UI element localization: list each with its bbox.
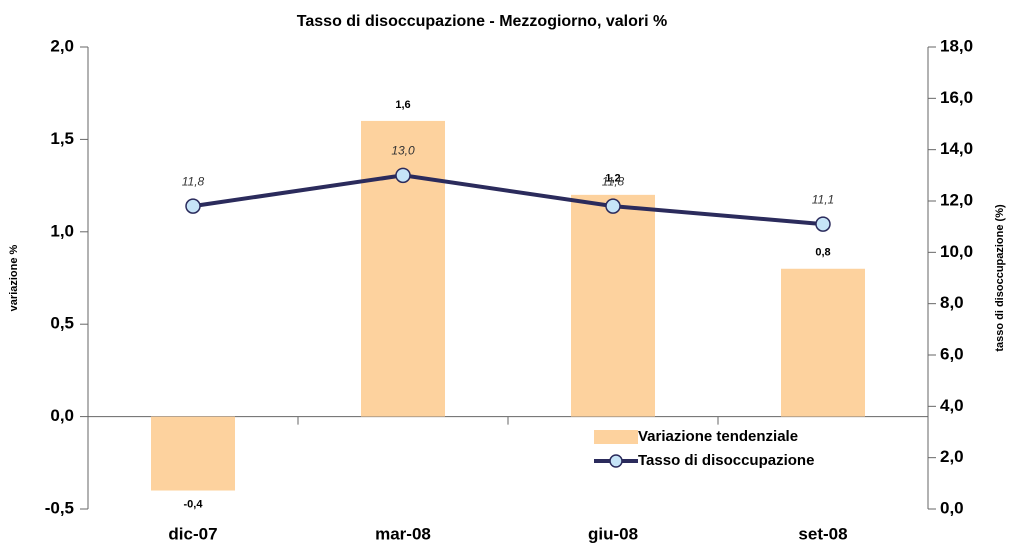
chart-title: Tasso di disoccupazione - Mezzogiorno, v… [297, 13, 667, 30]
y2-tick-label: 2,0 [940, 447, 964, 466]
x-tick-label: mar-08 [375, 524, 431, 543]
y2-tick-label: 18,0 [940, 36, 973, 55]
y-tick-label: 0,0 [50, 406, 74, 425]
bar [151, 416, 235, 491]
line-value-label: 11,1 [812, 192, 834, 206]
legend-marker [609, 454, 623, 468]
bar-value-label: 1,2 [605, 173, 620, 185]
bar-value-label: 1,6 [395, 99, 410, 111]
line-marker [815, 216, 831, 232]
line-marker [185, 198, 201, 214]
y-tick-label: 1,5 [50, 129, 74, 148]
legend-swatch [594, 430, 638, 444]
y2-tick-label: 12,0 [940, 190, 973, 209]
x-tick-label: giu-08 [588, 524, 638, 543]
y2-tick-label: 10,0 [940, 242, 973, 261]
y-tick-label: 0,5 [50, 314, 74, 333]
y2-tick-label: 16,0 [940, 88, 973, 107]
x-tick-label: dic-07 [168, 524, 217, 543]
x-tick-label: set-08 [798, 524, 847, 543]
line [192, 173, 824, 227]
line-marker [395, 167, 411, 184]
bar [571, 194, 655, 417]
bar-value-label: -0,4 [184, 498, 204, 510]
line-marker [605, 198, 621, 214]
y-tick-label: -0,5 [45, 498, 74, 517]
y2-axis-label: tasso di disoccupazione (%) [994, 204, 1006, 352]
y2-tick-label: 14,0 [940, 139, 973, 158]
legend-label: Tasso di disoccupazione [638, 452, 814, 469]
legend-label: Variazione tendenziale [638, 428, 798, 445]
line-value-label: 13,0 [391, 144, 415, 158]
y-axis-label: variazione % [8, 244, 20, 311]
y2-tick-label: 0,0 [940, 498, 964, 517]
y2-tick-label: 6,0 [940, 344, 964, 363]
bar-value-label: 0,8 [815, 247, 830, 259]
line-value-label: 11,8 [182, 174, 205, 188]
y-tick-label: 2,0 [50, 36, 74, 55]
y-tick-label: 1,0 [50, 221, 74, 240]
bar [361, 120, 445, 417]
y2-tick-label: 8,0 [940, 293, 964, 312]
y2-tick-label: 4,0 [940, 396, 964, 415]
bar [781, 268, 865, 417]
line-value-label: 11,8 [602, 174, 625, 188]
